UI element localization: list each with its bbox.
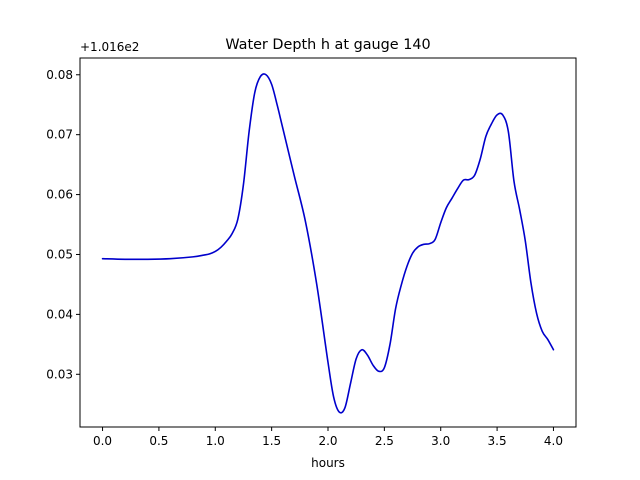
y-tick-label: 0.07 bbox=[46, 128, 73, 142]
x-tick-label: 1.0 bbox=[206, 434, 225, 448]
y-tick-label: 0.03 bbox=[46, 367, 73, 381]
x-tick-label: 2.5 bbox=[375, 434, 394, 448]
y-tick-label: 0.06 bbox=[46, 188, 73, 202]
x-axis-ticks: 0.0 0.5 1.0 1.5 2.0 2.5 3.0 3.5 4.0 bbox=[93, 427, 563, 448]
x-tick-label: 4.0 bbox=[544, 434, 563, 448]
y-axis-ticks: 0.03 0.04 0.05 0.06 0.07 0.08 bbox=[46, 68, 80, 381]
x-tick-label: 0.5 bbox=[149, 434, 168, 448]
y-tick-label: 0.04 bbox=[46, 307, 73, 321]
x-tick-label: 2.0 bbox=[318, 434, 337, 448]
chart-title: Water Depth h at gauge 140 bbox=[225, 37, 430, 53]
series-line-water-depth bbox=[101, 73, 555, 414]
x-axis-title: hours bbox=[311, 456, 345, 470]
x-tick-label: 0.0 bbox=[93, 434, 112, 448]
y-tick-label: 0.05 bbox=[46, 247, 73, 261]
x-tick-label: 1.5 bbox=[262, 434, 281, 448]
y-tick-label: 0.08 bbox=[46, 68, 73, 82]
y-axis-offset-label: +1.016e2 bbox=[80, 40, 139, 54]
x-tick-label: 3.0 bbox=[431, 434, 450, 448]
plot-area bbox=[101, 73, 555, 414]
x-tick-label: 3.5 bbox=[488, 434, 507, 448]
